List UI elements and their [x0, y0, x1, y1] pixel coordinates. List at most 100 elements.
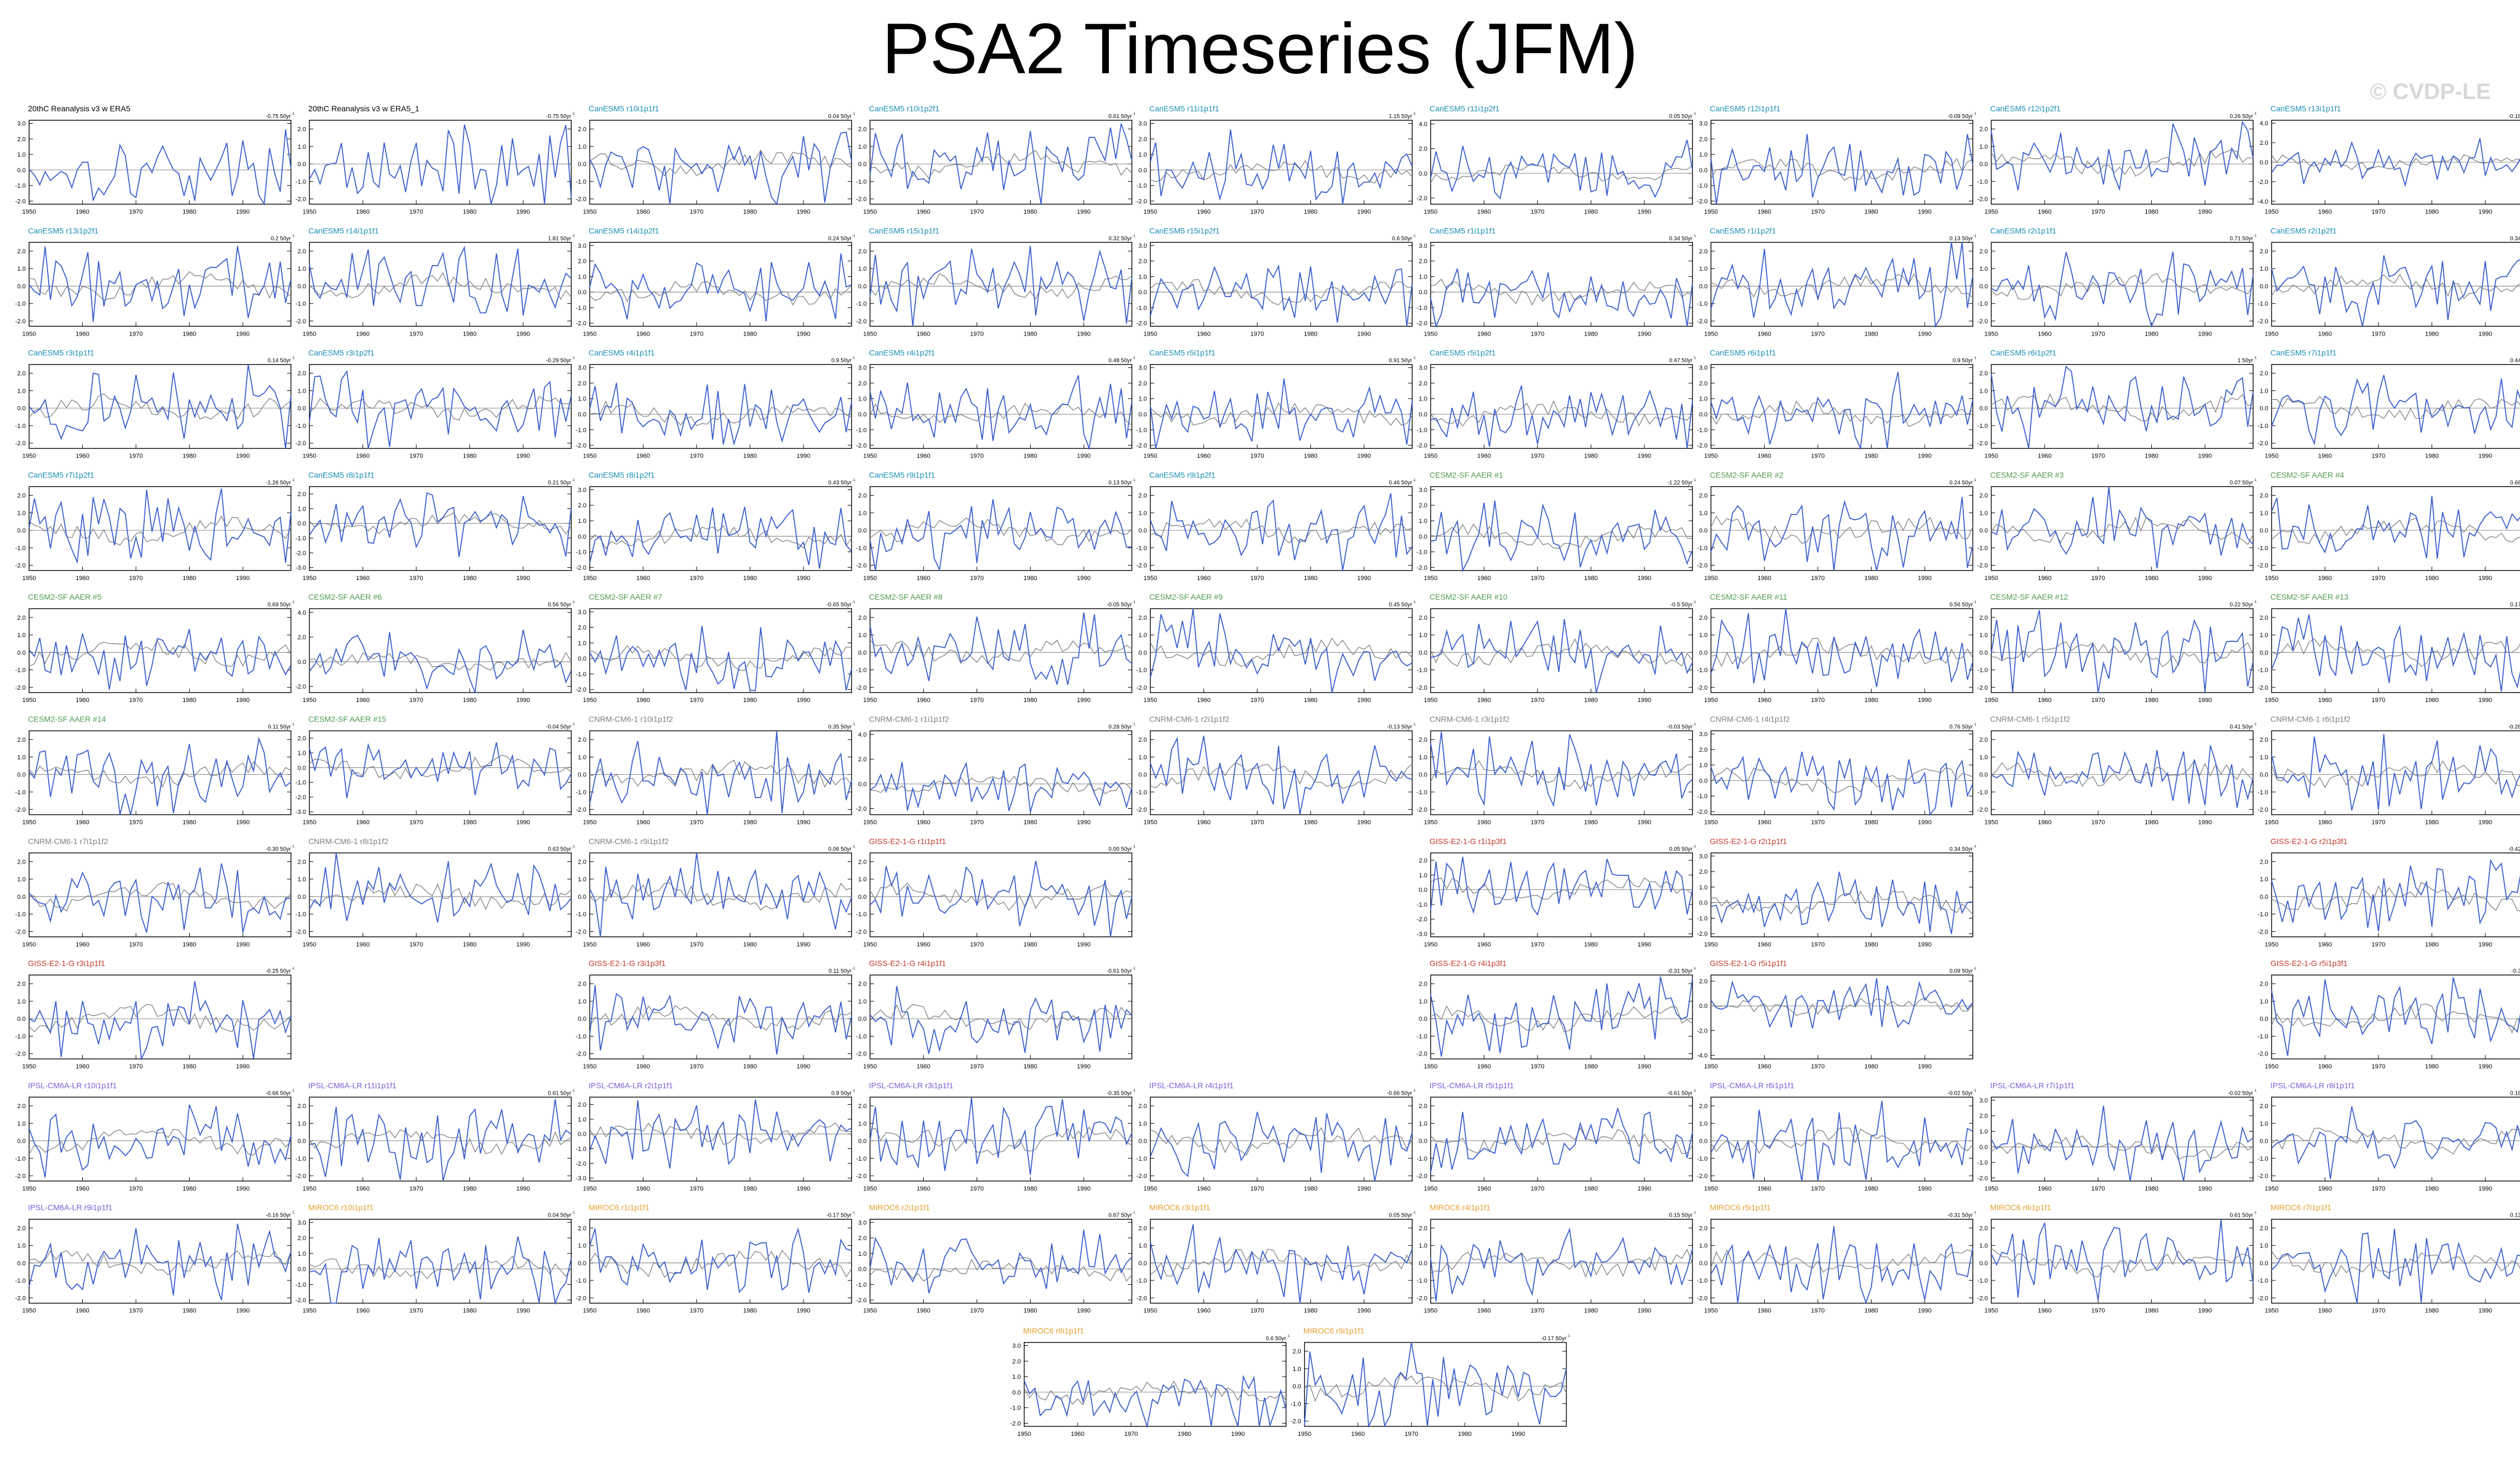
y-tick-label: 0.0 — [298, 161, 306, 168]
y-tick-label: -1.0 — [15, 1278, 26, 1284]
y-tick-label: 1.0 — [858, 632, 867, 639]
panel-title: CESM2-SF AAER #8 — [869, 592, 943, 601]
y-tick-label: -2.0 — [2258, 318, 2268, 325]
trend-superscript: -1 — [292, 234, 295, 238]
trend-superscript: -1 — [1132, 112, 1136, 116]
y-tick-label: 2.0 — [1139, 737, 1147, 743]
y-tick-label: 1.0 — [578, 144, 586, 150]
trend-superscript: -1 — [2254, 1212, 2257, 1215]
y-tick-label: 0.0 — [1699, 778, 1708, 784]
y-tick-label: -1.0 — [1136, 789, 1147, 796]
y-tick-label: -1.0 — [1697, 301, 1708, 308]
y-tick-label: -1.0 — [856, 545, 867, 552]
trend-label: -1.26 50yr — [266, 480, 292, 486]
y-tick-label: -1.0 — [15, 911, 26, 918]
x-tick-label: 1980 — [1023, 453, 1037, 460]
y-tick-label: -3.0 — [295, 565, 306, 572]
y-tick-label: 2.0 — [578, 1225, 586, 1232]
member-line — [29, 629, 292, 690]
y-tick-label: 1.0 — [1419, 396, 1427, 403]
x-tick-label: 1960 — [916, 453, 930, 460]
trend-superscript: -1 — [292, 601, 295, 604]
trend-superscript: -1 — [1693, 845, 1696, 849]
x-tick-label: 1980 — [2145, 697, 2158, 704]
y-tick-label: -2.0 — [15, 685, 26, 691]
trend-label: 0.61 50yr — [2230, 1213, 2253, 1219]
trend-superscript: -1 — [572, 1212, 575, 1215]
x-tick-label: 1960 — [916, 819, 930, 826]
y-tick-label: 0.0 — [1292, 1383, 1301, 1390]
x-tick-label: 1990 — [1918, 697, 1931, 704]
y-tick-label: 2.0 — [2260, 615, 2268, 621]
trend-label: 0.67 50yr — [1108, 1213, 1132, 1219]
x-tick-label: 1960 — [916, 575, 930, 582]
plot-frame — [309, 1218, 572, 1304]
y-tick-label: 1.0 — [578, 754, 586, 761]
x-tick-label: 1960 — [356, 331, 369, 337]
y-tick-label: 0.0 — [2260, 1138, 2268, 1145]
panel-title: CanESM5 r5i1p1f1 — [1149, 348, 1216, 357]
x-tick-label: 1980 — [743, 697, 756, 704]
x-tick-label: 1970 — [2372, 209, 2385, 215]
trend-label: 0.6 50yr — [1392, 235, 1413, 242]
x-tick-label: 1990 — [1918, 331, 1931, 337]
y-tick-label: -1.0 — [1136, 667, 1147, 674]
member-line — [29, 1104, 292, 1178]
trend-superscript: -1 — [2254, 1089, 2257, 1092]
trend-superscript: -1 — [292, 967, 295, 970]
y-tick-label: 0.0 — [1980, 1144, 1988, 1151]
y-tick-label: 3.0 — [858, 365, 867, 371]
member-line — [869, 375, 1132, 451]
y-tick-label: -1.0 — [1136, 1278, 1147, 1284]
x-tick-label: 1950 — [583, 331, 596, 337]
y-tick-label: -1.0 — [15, 1156, 26, 1162]
x-tick-label: 1960 — [1757, 1308, 1771, 1314]
x-tick-label: 1990 — [2479, 575, 2492, 582]
x-tick-label: 1980 — [1864, 331, 1878, 337]
x-tick-label: 1960 — [2038, 819, 2051, 826]
x-tick-label: 1970 — [129, 209, 143, 215]
x-tick-label: 1980 — [1023, 1308, 1037, 1314]
y-tick-label: 2.0 — [298, 491, 306, 498]
trend-superscript: -1 — [1413, 234, 1416, 238]
y-tick-label: -2.0 — [1697, 1173, 1708, 1180]
plot-frame — [1991, 120, 2254, 205]
y-tick-label: -2.0 — [15, 563, 26, 569]
x-tick-label: 1980 — [1584, 209, 1597, 215]
y-tick-label: 2.0 — [578, 502, 586, 509]
trend-label: 0.04 50yr — [828, 114, 852, 120]
y-tick-label: -1.0 — [2258, 1033, 2268, 1040]
y-tick-label: 0.0 — [578, 411, 586, 418]
x-tick-label: 1950 — [22, 1185, 36, 1192]
y-tick-label: -1.0 — [856, 427, 867, 434]
y-tick-label: 2.0 — [1980, 615, 1988, 621]
member-line — [1430, 385, 1693, 449]
member-line — [1710, 497, 1973, 571]
y-tick-label: 2.0 — [858, 126, 867, 133]
y-tick-label: 0.0 — [17, 1260, 26, 1267]
x-tick-label: 1950 — [1017, 1431, 1031, 1438]
trend-label: 0.76 50yr — [1949, 724, 1973, 731]
y-tick-label: -1.0 — [1697, 793, 1708, 800]
panel-title: GISS-E2-1-G r2i1p3f1 — [2270, 837, 2348, 846]
member-line — [869, 499, 1132, 572]
x-tick-label: 1980 — [1584, 697, 1597, 704]
plot-frame — [2271, 852, 2520, 937]
y-tick-label: 1.0 — [1419, 632, 1427, 639]
y-tick-label: 0.0 — [1012, 1389, 1021, 1396]
member-line — [2271, 859, 2520, 932]
x-tick-label: 1990 — [1638, 209, 1651, 215]
panel: 20thC Reanalysis v3 w ERA5 -0.75 50yr -1 3.… — [15, 104, 295, 215]
y-tick-label: 3.0 — [1419, 487, 1427, 493]
x-tick-label: 1970 — [1531, 331, 1544, 337]
trend-superscript: -1 — [1132, 479, 1136, 482]
y-tick-label: 2.0 — [1980, 370, 1988, 377]
y-tick-label: 2.0 — [1980, 1113, 1988, 1120]
y-tick-label: 0.0 — [858, 1266, 867, 1273]
y-tick-label: 2.0 — [1419, 981, 1427, 988]
member-line — [29, 737, 292, 815]
plot-frame — [1430, 852, 1693, 937]
